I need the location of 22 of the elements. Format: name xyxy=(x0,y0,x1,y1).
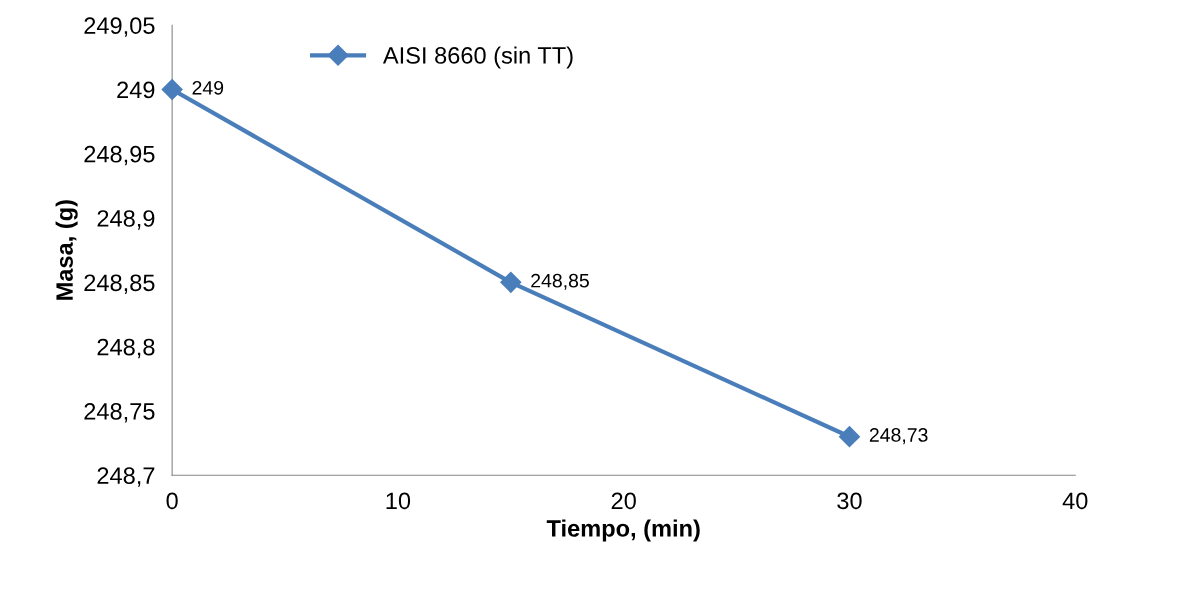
x-tick-label: 40 xyxy=(1062,492,1088,510)
point xyxy=(500,271,522,293)
x-tick-label: 0 xyxy=(166,492,178,510)
y-tick-label: 248,7 xyxy=(97,467,155,487)
y-tick-label: 248,8 xyxy=(97,338,155,359)
legend-label: AISI 8660 (sin TT) xyxy=(382,46,573,69)
data-label: 249 xyxy=(192,80,224,95)
data-label: 248,73 xyxy=(869,428,928,445)
x-tick-label: 20 xyxy=(611,492,636,510)
x-tick-label: 30 xyxy=(837,492,862,510)
x-axis-title: Tiempo, (min) xyxy=(546,519,700,542)
y-tick-label: 248,95 xyxy=(84,145,155,166)
point xyxy=(838,426,860,448)
y-tick-label: 248,9 xyxy=(97,210,155,230)
y-axis-title: Masa, (g) xyxy=(55,200,78,300)
y-tick-label: 249 xyxy=(117,81,155,99)
x-tick-label: 10 xyxy=(386,492,411,510)
data-label: 248,85 xyxy=(531,273,589,290)
y-tick-label: 248,75 xyxy=(84,402,155,423)
y-tick-label: 249,05 xyxy=(84,17,155,37)
point xyxy=(161,78,183,101)
y-tick-label: 248,85 xyxy=(84,274,155,294)
